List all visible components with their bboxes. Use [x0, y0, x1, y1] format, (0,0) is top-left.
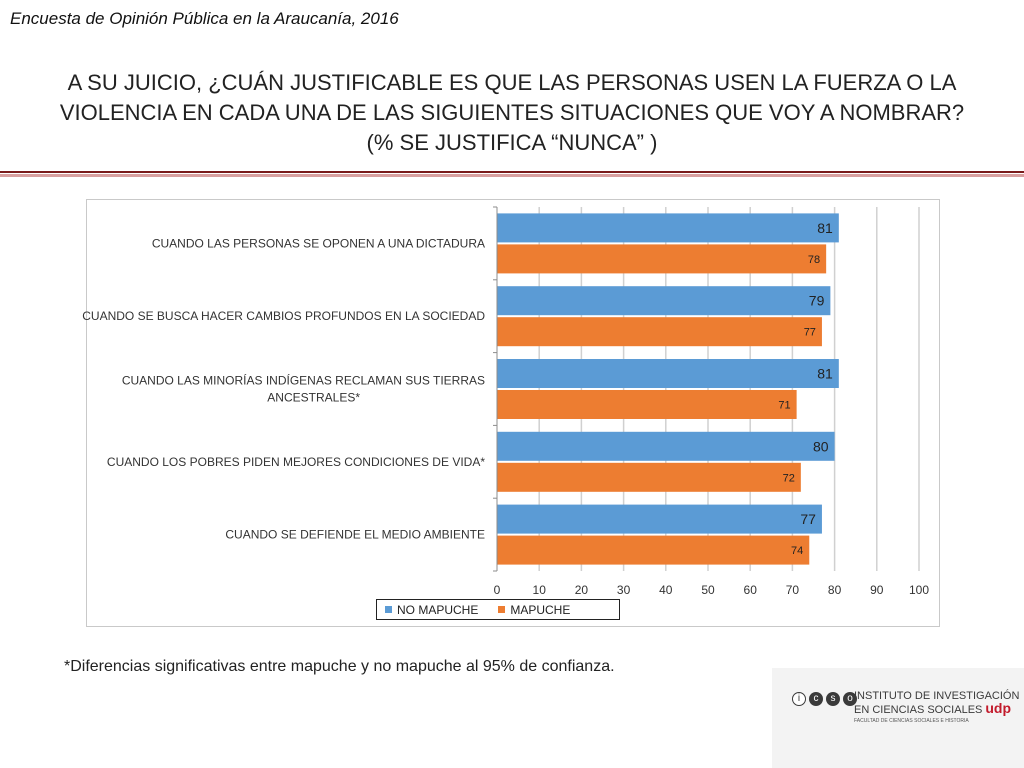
x-tick-label-90: 90: [870, 583, 884, 597]
bar-mapuche-4: [497, 535, 810, 565]
title-line-3: (% SE JUSTIFICA “NUNCA” ): [366, 130, 658, 155]
x-tick-label-60: 60: [744, 583, 758, 597]
bar-no-mapuche-1: [497, 286, 831, 316]
category-label-2-line-0: CUANDO LAS MINORÍAS INDÍGENAS RECLAMAN S…: [122, 373, 485, 388]
data-label-mapuche-2: 71: [778, 400, 790, 412]
logo-line-2: EN CIENCIAS SOCIALES: [854, 704, 983, 716]
x-tick-label-70: 70: [786, 583, 800, 597]
title-divider: [0, 171, 1024, 173]
x-tick-label-0: 0: [494, 583, 501, 597]
logo-letter-s: s: [826, 692, 840, 706]
bar-mapuche-2: [497, 390, 797, 419]
data-label-mapuche-3: 72: [783, 472, 795, 484]
data-label-no-mapuche-0: 81: [817, 220, 833, 236]
header-label: Encuesta de Opinión Pública en la Arauca…: [10, 9, 399, 28]
data-label-mapuche-1: 77: [804, 327, 816, 339]
logo-text: INSTITUTO DE INVESTIGACIÓN EN CIENCIAS S…: [854, 690, 1019, 716]
logo-letter-c: c: [809, 692, 823, 706]
category-label-3: CUANDO LOS POBRES PIDEN MEJORES CONDICIO…: [107, 455, 485, 469]
institution-logo: i c s o INSTITUTO DE INVESTIGACIÓN EN CI…: [772, 668, 1024, 768]
bar-mapuche-1: [497, 317, 822, 347]
title-divider-shadow: [0, 174, 1024, 177]
x-tick-label-50: 50: [701, 583, 715, 597]
legend-label-mapuche: MAPUCHE: [510, 602, 571, 617]
data-label-no-mapuche-1: 79: [809, 293, 825, 309]
x-tick-label-10: 10: [533, 583, 547, 597]
bar-no-mapuche-2: [497, 359, 839, 388]
logo-letter-o: o: [843, 692, 857, 706]
logo-mark: i c s o: [792, 692, 860, 706]
bar-no-mapuche-0: [497, 213, 839, 243]
bar-mapuche-3: [497, 462, 801, 492]
category-label-2-line-1: ANCESTRALES*: [267, 391, 360, 405]
data-label-no-mapuche-3: 80: [813, 438, 829, 454]
data-label-no-mapuche-2: 81: [817, 366, 833, 382]
bar-mapuche-0: [497, 244, 827, 274]
logo-letter-i: i: [792, 692, 806, 706]
chart-legend: NO MAPUCHE MAPUCHE: [376, 599, 620, 620]
x-tick-label-40: 40: [659, 583, 673, 597]
legend-item-no-mapuche: NO MAPUCHE: [385, 603, 478, 617]
legend-label-no-mapuche: NO MAPUCHE: [397, 602, 479, 617]
x-tick-label-100: 100: [909, 583, 929, 597]
category-label-0: CUANDO LAS PERSONAS SE OPONEN A UNA DICT…: [152, 236, 485, 250]
bar-no-mapuche-4: [497, 504, 822, 534]
data-label-mapuche-4: 74: [791, 545, 803, 557]
legend-swatch-mapuche: [498, 606, 506, 613]
x-tick-label-20: 20: [575, 583, 589, 597]
title-line-2: VIOLENCIA EN CADA UNA DE LAS SIGUIENTES …: [59, 100, 965, 125]
data-label-no-mapuche-4: 77: [800, 511, 816, 527]
category-label-4: CUANDO SE DEFIENDE EL MEDIO AMBIENTE: [225, 528, 485, 542]
x-tick-label-30: 30: [617, 583, 631, 597]
logo-brand: udp: [985, 700, 1012, 716]
bar-no-mapuche-3: [497, 431, 835, 461]
legend-swatch-no-mapuche: [385, 606, 392, 613]
legend-item-mapuche: MAPUCHE: [498, 603, 570, 617]
logo-subline: FACULTAD DE CIENCIAS SOCIALES E HISTORIA: [854, 718, 969, 724]
logo-line-1: INSTITUTO DE INVESTIGACIÓN: [854, 690, 1020, 702]
x-tick-label-80: 80: [828, 583, 842, 597]
category-label-1: CUANDO SE BUSCA HACER CAMBIOS PROFUNDOS …: [82, 309, 485, 323]
footnote: *Diferencias significativas entre mapuch…: [64, 658, 615, 675]
title-line-1: A SU JUICIO, ¿CUÁN JUSTIFICABLE ES QUE L…: [67, 70, 957, 95]
page-title: A SU JUICIO, ¿CUÁN JUSTIFICABLE ES QUE L…: [40, 68, 984, 158]
data-label-mapuche-0: 78: [808, 254, 820, 266]
